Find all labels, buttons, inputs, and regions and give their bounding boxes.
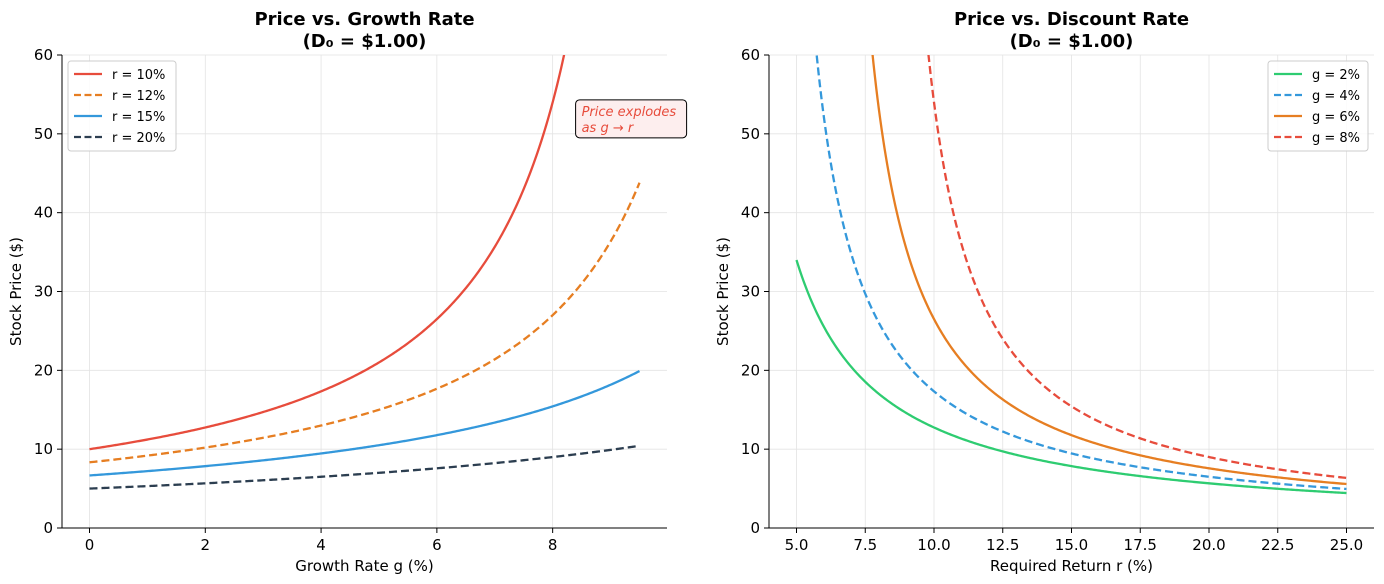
annotation-box — [575, 99, 688, 139]
chart-subtitle: (D₀ = $1.00) — [1010, 31, 1134, 52]
y-tick-label: 30 — [34, 283, 53, 301]
legend: g = 2% g = 4% g = 6% g = 8% — [1267, 60, 1369, 152]
x-axis-label: Required Return r (%) — [990, 557, 1153, 575]
series-line-g-4- — [815, 55, 1347, 491]
legend-label: g = 2% — [1312, 68, 1360, 83]
x-tick-label: 7.5 — [853, 536, 877, 554]
x-axis-label: Growth Rate g (%) — [295, 557, 433, 575]
x-tick-label: 10.0 — [917, 536, 950, 554]
legend-label: r = 12% — [112, 89, 165, 104]
chart-title: Price vs. Discount Rate — [954, 9, 1189, 30]
legend: r = 10% r = 12% r = 15% r = 20% — [67, 60, 177, 152]
chart-subtitle: (D₀ = $1.00) — [303, 31, 427, 52]
legend-box — [67, 60, 177, 152]
legend-label: g = 6% — [1312, 110, 1360, 125]
series-line-r-20- — [89, 444, 640, 490]
y-tick-label: 50 — [741, 125, 760, 143]
x-tick-label: 5.0 — [785, 536, 809, 554]
legend-label: g = 4% — [1312, 89, 1360, 104]
y-tick-label: 0 — [750, 519, 760, 537]
chart-title: Price vs. Growth Rate — [254, 9, 474, 30]
y-tick-label: 0 — [43, 519, 53, 537]
y-tick-label: 60 — [34, 46, 53, 64]
x-tick-label: 15.0 — [1055, 536, 1088, 554]
y-axis-label: Stock Price ($) — [714, 237, 732, 346]
legend-label: g = 8% — [1312, 131, 1360, 146]
annotation-line-1: Price explodes — [582, 105, 677, 120]
y-tick-label: 10 — [34, 440, 53, 458]
series-line-r-12- — [89, 182, 641, 464]
legend-box — [1267, 60, 1369, 152]
x-tick-label: 2 — [201, 536, 211, 554]
series-group — [795, 55, 1347, 495]
x-tick-label: 20.0 — [1192, 536, 1225, 554]
x-tick-label: 25.0 — [1330, 536, 1363, 554]
series-line-r-10- — [89, 55, 566, 451]
legend-label: r = 15% — [112, 110, 165, 125]
x-tick-label: 22.5 — [1261, 536, 1294, 554]
x-tick-label: 6 — [432, 536, 442, 554]
y-axis-label: Stock Price ($) — [7, 237, 25, 346]
series-line-g-2- — [795, 259, 1347, 495]
x-tick-label: 8 — [548, 536, 558, 554]
annotation-line-2: as g → r — [582, 121, 635, 136]
y-tick-label: 40 — [34, 204, 53, 222]
x-tick-label: 12.5 — [986, 536, 1019, 554]
x-tick-label: 4 — [316, 536, 326, 554]
series-group — [89, 55, 641, 490]
y-tick-label: 10 — [741, 440, 760, 458]
series-line-g-8- — [927, 55, 1347, 480]
legend-label: r = 10% — [112, 68, 165, 83]
y-tick-label: 60 — [741, 46, 760, 64]
y-tick-label: 30 — [741, 283, 760, 301]
y-tick-label: 20 — [741, 361, 760, 379]
chart-panel-left: 0 2 4 6 8 0 10 20 30 40 50 60 Growth Rate g (%) Stock… — [7, 9, 688, 575]
x-tick-label: 17.5 — [1124, 536, 1157, 554]
y-tick-label: 50 — [34, 125, 53, 143]
legend-label: r = 20% — [112, 131, 165, 146]
x-tick-label: 0 — [85, 536, 95, 554]
series-line-g-6- — [871, 55, 1347, 486]
y-tick-label: 40 — [741, 204, 760, 222]
series-line-r-15- — [89, 370, 641, 477]
chart-panel-right: 5.0 7.5 10.0 12.5 15.0 17.5 20.0 22.5 25.0 0 10 20 3… — [714, 9, 1374, 575]
y-tick-label: 20 — [34, 361, 53, 379]
